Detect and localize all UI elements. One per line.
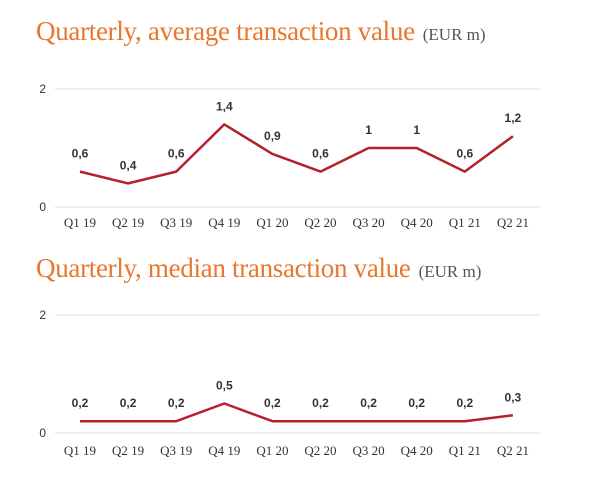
x-tick-label: Q4 20 — [401, 215, 433, 230]
y-tick-label: 2 — [39, 82, 46, 96]
x-tick-label: Q2 19 — [112, 443, 144, 458]
chart-title-text: Quarterly, average transaction value — [36, 16, 415, 46]
data-label: 0,6 — [312, 147, 329, 161]
x-tick-label: Q1 21 — [449, 215, 481, 230]
data-label: 1,2 — [505, 111, 522, 125]
data-label: 0,2 — [456, 396, 473, 410]
x-tick-label: Q2 19 — [112, 215, 144, 230]
data-label: 0,2 — [312, 396, 329, 410]
data-label: 1,4 — [216, 99, 233, 113]
x-tick-label: Q1 21 — [449, 443, 481, 458]
data-label: 0,2 — [408, 396, 425, 410]
x-tick-label: Q4 19 — [208, 215, 240, 230]
data-label: 1 — [413, 123, 420, 137]
data-label: 0,5 — [216, 379, 233, 393]
x-tick-label: Q3 19 — [160, 443, 192, 458]
x-tick-label: Q3 19 — [160, 215, 192, 230]
data-label: 0,2 — [264, 396, 281, 410]
data-label: 0,3 — [505, 390, 522, 404]
data-label: 0,2 — [72, 396, 89, 410]
chart-unit-label: (EUR m) — [418, 262, 482, 281]
x-tick-label: Q2 21 — [497, 215, 529, 230]
series-line — [79, 123, 514, 185]
x-tick-label: Q2 21 — [497, 443, 529, 458]
chart-unit-label: (EUR m) — [422, 25, 486, 44]
x-tick-label: Q3 20 — [353, 443, 385, 458]
x-tick-label: Q1 19 — [64, 215, 96, 230]
data-label: 0,2 — [360, 396, 377, 410]
x-tick-label: Q4 19 — [208, 443, 240, 458]
data-label: 0,4 — [120, 158, 137, 172]
x-tick-label: Q1 20 — [256, 443, 288, 458]
data-label: 0,6 — [72, 147, 89, 161]
data-label: 0,6 — [168, 147, 185, 161]
data-label: 1 — [365, 123, 372, 137]
x-tick-label: Q2 20 — [304, 443, 336, 458]
x-tick-label: Q4 20 — [401, 443, 433, 458]
x-tick-label: Q2 20 — [304, 215, 336, 230]
series-line — [80, 402, 514, 423]
chart-title-text: Quarterly, median transaction value — [36, 253, 411, 283]
y-tick-label: 0 — [39, 426, 46, 440]
data-label: 0,6 — [456, 147, 473, 161]
x-tick-label: Q1 19 — [64, 443, 96, 458]
y-tick-label: 0 — [39, 200, 46, 214]
chart-title-median: Quarterly, median transaction value (EUR… — [36, 253, 481, 284]
x-tick-label: Q3 20 — [353, 215, 385, 230]
data-label: 0,2 — [120, 396, 137, 410]
chart-title-average: Quarterly, average transaction value (EU… — [36, 16, 486, 47]
x-tick-label: Q1 20 — [256, 215, 288, 230]
data-label: 0,2 — [168, 396, 185, 410]
data-label: 0,9 — [264, 129, 281, 143]
y-tick-label: 2 — [39, 308, 46, 322]
